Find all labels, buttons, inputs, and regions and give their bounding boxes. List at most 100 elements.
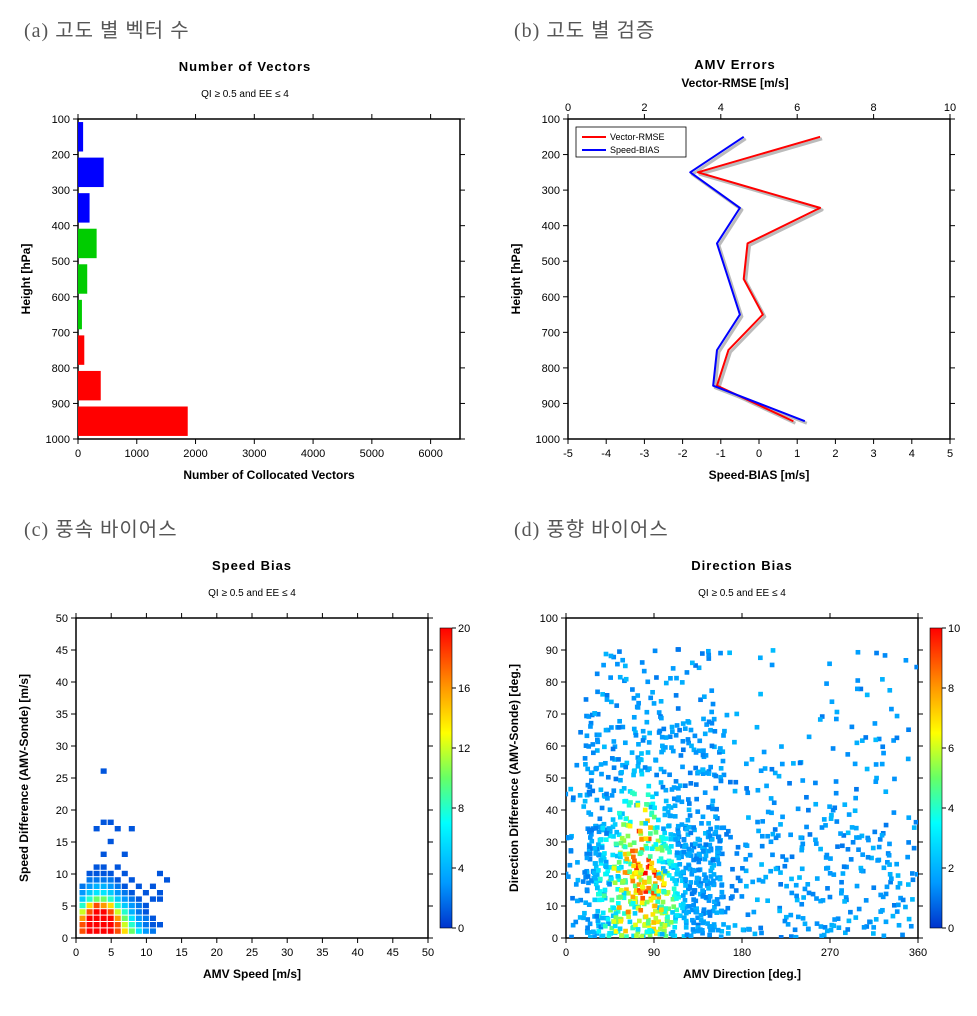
- svg-text:16: 16: [458, 683, 470, 695]
- svg-text:45: 45: [387, 947, 399, 959]
- svg-text:4: 4: [948, 803, 954, 815]
- panel-a: (a) 고도 별 벡터 수 Number of Vectors QI ≥ 0.5 …: [0, 0, 490, 499]
- svg-text:30: 30: [546, 837, 558, 849]
- svg-text:900: 900: [52, 398, 70, 410]
- svg-text:0: 0: [73, 947, 79, 959]
- svg-text:20: 20: [56, 805, 68, 817]
- svg-text:200: 200: [52, 150, 70, 162]
- svg-text:5: 5: [108, 947, 114, 959]
- svg-text:12: 12: [458, 743, 470, 755]
- svg-text:0: 0: [948, 923, 954, 935]
- chart-d-direction-bias: Direction BiasQI ≥ 0.5 and EE ≤ 40901802…: [500, 548, 970, 988]
- svg-text:8: 8: [948, 683, 954, 695]
- svg-text:70: 70: [546, 709, 558, 721]
- svg-text:25: 25: [56, 773, 68, 785]
- svg-text:100: 100: [540, 613, 558, 625]
- svg-text:800: 800: [542, 363, 560, 375]
- svg-text:60: 60: [546, 741, 558, 753]
- svg-text:10: 10: [546, 901, 558, 913]
- figure-grid: (a) 고도 별 벡터 수 Number of Vectors QI ≥ 0.5 …: [0, 0, 977, 998]
- svg-text:2: 2: [948, 863, 954, 875]
- svg-text:6000: 6000: [418, 448, 442, 460]
- svg-text:QI ≥ 0.5 and EE ≤ 4: QI ≥ 0.5 and EE ≤ 4: [698, 588, 786, 599]
- svg-text:30: 30: [56, 741, 68, 753]
- svg-text:0: 0: [62, 933, 68, 945]
- svg-text:4: 4: [909, 448, 915, 460]
- svg-text:AMV Direction [deg.]: AMV Direction [deg.]: [683, 967, 801, 981]
- bias-line: [690, 137, 805, 421]
- svg-text:1: 1: [794, 448, 800, 460]
- svg-text:40: 40: [351, 947, 363, 959]
- svg-text:30: 30: [281, 947, 293, 959]
- svg-text:1000: 1000: [536, 434, 560, 446]
- svg-text:0: 0: [75, 448, 81, 460]
- svg-text:50: 50: [422, 947, 434, 959]
- svg-text:-5: -5: [563, 448, 573, 460]
- svg-text:400: 400: [542, 221, 560, 233]
- svg-text:QI ≥ 0.5 and EE ≤ 4: QI ≥ 0.5 and EE ≤ 4: [208, 588, 296, 599]
- svg-text:200: 200: [542, 150, 560, 162]
- chart-a-xlabel: Number of Collocated Vectors: [183, 468, 355, 482]
- svg-text:-4: -4: [601, 448, 611, 460]
- svg-text:90: 90: [648, 947, 660, 959]
- svg-text:50: 50: [56, 613, 68, 625]
- chart-a-title: Number of Vectors: [179, 59, 312, 74]
- panel-b-label: (b) 고도 별 검증: [514, 14, 970, 43]
- panel-b: (b) 고도 별 검증 AMV Errors Vector-RMSE [m/s] 1…: [490, 0, 977, 499]
- svg-text:5: 5: [947, 448, 953, 460]
- svg-text:0: 0: [756, 448, 762, 460]
- panel-a-label: (a) 고도 별 벡터 수: [24, 14, 480, 43]
- svg-text:4: 4: [718, 102, 724, 114]
- svg-text:500: 500: [52, 256, 70, 268]
- svg-text:20: 20: [546, 869, 558, 881]
- svg-text:5000: 5000: [360, 448, 384, 460]
- svg-text:Vector-RMSE: Vector-RMSE: [610, 132, 665, 142]
- chart-c-speed-bias: Speed BiasQI ≥ 0.5 and EE ≤ 405101520253…: [10, 548, 480, 988]
- svg-text:15: 15: [56, 837, 68, 849]
- svg-text:900: 900: [542, 398, 560, 410]
- svg-text:20: 20: [211, 947, 223, 959]
- svg-text:800: 800: [52, 363, 70, 375]
- svg-text:Height [hPa]: Height [hPa]: [509, 244, 523, 315]
- svg-text:270: 270: [821, 947, 839, 959]
- chart-a-subtitle: QI ≥ 0.5 and EE ≤ 4: [201, 89, 289, 100]
- svg-text:6: 6: [948, 743, 954, 755]
- svg-text:Direction Difference (AMV-Sond: Direction Difference (AMV-Sonde) [deg.]: [507, 664, 521, 892]
- chart-b-title: AMV Errors: [694, 57, 776, 72]
- panel-d: (d) 풍향 바이어스 Direction BiasQI ≥ 0.5 and E…: [490, 499, 977, 998]
- svg-text:8: 8: [871, 102, 877, 114]
- svg-text:45: 45: [56, 645, 68, 657]
- svg-text:180: 180: [733, 947, 751, 959]
- svg-text:Speed Difference (AMV-Sonde) [: Speed Difference (AMV-Sonde) [m/s]: [17, 674, 31, 882]
- svg-text:80: 80: [546, 677, 558, 689]
- svg-text:0: 0: [458, 923, 464, 935]
- svg-text:3: 3: [871, 448, 877, 460]
- svg-text:35: 35: [56, 709, 68, 721]
- panel-c-label: (c) 풍속 바이어스: [24, 513, 480, 542]
- svg-text:600: 600: [542, 292, 560, 304]
- svg-text:Vector-RMSE [m/s]: Vector-RMSE [m/s]: [681, 76, 788, 90]
- svg-text:Speed-BIAS: Speed-BIAS: [610, 145, 660, 155]
- svg-text:2: 2: [832, 448, 838, 460]
- svg-text:700: 700: [52, 327, 70, 339]
- svg-text:4000: 4000: [301, 448, 325, 460]
- svg-text:AMV Speed [m/s]: AMV Speed [m/s]: [203, 967, 301, 981]
- svg-text:100: 100: [542, 114, 560, 126]
- chart-a-number-of-vectors: Number of Vectors QI ≥ 0.5 and EE ≤ 4 100 2…: [10, 49, 480, 489]
- svg-text:300: 300: [542, 185, 560, 197]
- svg-text:10: 10: [140, 947, 152, 959]
- svg-text:8: 8: [458, 803, 464, 815]
- svg-text:10: 10: [948, 623, 960, 635]
- svg-text:3000: 3000: [242, 448, 266, 460]
- svg-text:-3: -3: [640, 448, 650, 460]
- svg-text:2: 2: [641, 102, 647, 114]
- svg-text:-1: -1: [716, 448, 726, 460]
- svg-text:100: 100: [52, 114, 70, 126]
- panel-c: (c) 풍속 바이어스 Speed BiasQI ≥ 0.5 and EE ≤ …: [0, 499, 490, 998]
- svg-text:0: 0: [552, 933, 558, 945]
- chart-b-amv-errors: AMV Errors Vector-RMSE [m/s] 100 200 300 400 5…: [500, 49, 970, 489]
- svg-text:Speed-BIAS [m/s]: Speed-BIAS [m/s]: [709, 468, 810, 482]
- svg-text:400: 400: [52, 221, 70, 233]
- svg-text:40: 40: [546, 805, 558, 817]
- svg-text:10: 10: [56, 869, 68, 881]
